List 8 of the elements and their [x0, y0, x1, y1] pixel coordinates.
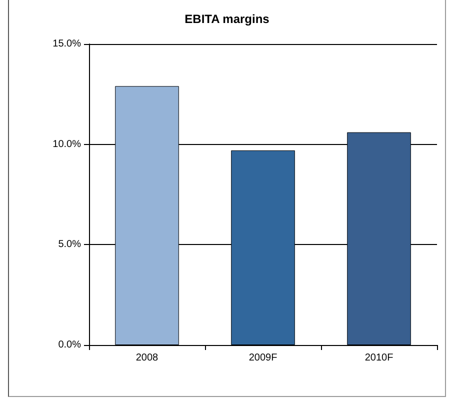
- x-tick-label: 2009F: [248, 352, 278, 364]
- y-tick-label: 5.0%: [58, 239, 82, 250]
- y-tick-label: 0.0%: [58, 340, 82, 350]
- chart-title: EBITA margins: [184, 12, 270, 26]
- x-tick-label: 2008: [136, 352, 159, 364]
- x-tick-label: 2010F: [364, 352, 394, 364]
- y-tick-label: 15.0%: [52, 38, 82, 50]
- y-tick-label: 10.0%: [52, 138, 82, 150]
